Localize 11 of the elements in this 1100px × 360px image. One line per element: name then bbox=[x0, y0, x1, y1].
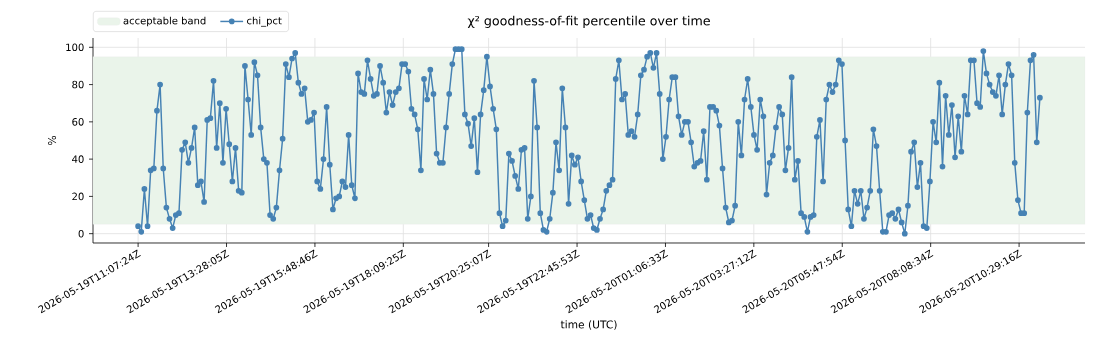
y-tick-label: 0 bbox=[78, 229, 84, 238]
y-axis-title: % bbox=[47, 136, 57, 145]
y-tick-label: 40 bbox=[72, 155, 84, 163]
x-axis-title: time (UTC) bbox=[560, 320, 617, 330]
chart-title: χ² goodness-of-fit percentile over time bbox=[467, 15, 710, 28]
legend-label: chi_pct bbox=[247, 16, 282, 27]
y-tick-label: 20 bbox=[72, 192, 84, 201]
y-tick-label: 80 bbox=[72, 80, 84, 89]
legend-label: acceptable band bbox=[123, 16, 206, 27]
y-tick-label: 60 bbox=[72, 118, 84, 126]
y-tick-label: 100 bbox=[66, 43, 84, 52]
